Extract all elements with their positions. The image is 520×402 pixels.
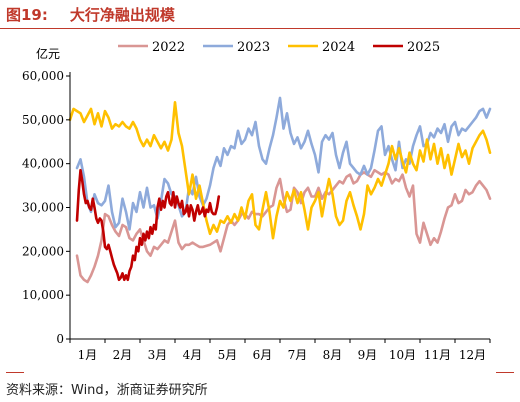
y-axis-label: 亿元 — [36, 46, 60, 61]
y-tick-label: 30,000 — [22, 201, 64, 215]
x-tick-label: 6月 — [253, 348, 273, 362]
series-line-2023 — [75, 96, 492, 231]
x-tick-label: 3月 — [148, 348, 168, 362]
series-line-2024 — [68, 101, 492, 240]
series-line-2022 — [75, 168, 492, 284]
y-tick-label: 40,000 — [22, 157, 64, 171]
legend: 2022 2023 2024 2025 — [118, 40, 440, 55]
x-tick-label: 7月 — [288, 348, 308, 362]
figure-label: 图19: — [6, 6, 48, 24]
x-tick-label: 12月 — [459, 348, 486, 362]
legend-label-2025: 2025 — [407, 40, 440, 55]
x-tick-label: 9月 — [358, 348, 378, 362]
y-tick-label: 0 — [56, 332, 64, 346]
x-tick-label: 1月 — [78, 348, 98, 362]
x-tick-label: 10月 — [389, 348, 416, 362]
source-note: 资料来源：Wind，浙商证券研究所 — [6, 383, 208, 398]
legend-label-2023: 2023 — [237, 40, 270, 55]
legend-label-2024: 2024 — [322, 40, 355, 55]
y-tick-label: 50,000 — [22, 113, 64, 127]
x-tick-label: 4月 — [183, 348, 203, 362]
x-tick-label: 2月 — [113, 348, 133, 362]
x-tick-label: 8月 — [323, 348, 343, 362]
legend-label-2022: 2022 — [152, 40, 185, 55]
bottom-rule-left — [6, 372, 24, 373]
title-rule — [0, 28, 520, 29]
axes: 0 10,000 20,000 30,000 40,000 50,000 60,000 1月 2… — [22, 69, 491, 362]
chart: 2022 2023 2024 2025 亿元 0 10,000 20,000 30,000 4… — [22, 40, 492, 362]
series-layer — [68, 96, 492, 284]
bottom-rule-right — [496, 372, 514, 373]
y-tick-label: 60,000 — [22, 69, 64, 83]
x-tick-label: 11月 — [424, 348, 451, 362]
series-line-2025 — [75, 168, 221, 282]
x-tick-label: 5月 — [218, 348, 238, 362]
figure-title: 图19: 大行净融出规模 — [6, 4, 175, 25]
y-tick-label: 10,000 — [22, 288, 64, 302]
figure-title-text: 大行净融出规模 — [69, 6, 175, 24]
y-tick-label: 20,000 — [22, 244, 64, 258]
